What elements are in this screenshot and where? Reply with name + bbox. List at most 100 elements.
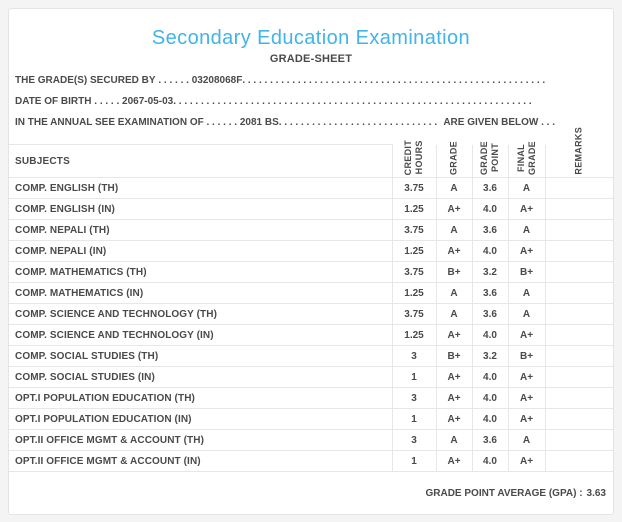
grade-point-cell: 4.0 bbox=[471, 450, 508, 472]
gpa-summary: GRADE POINT AVERAGE (GPA) :3.63 bbox=[9, 488, 613, 499]
grade-point-cell: 4.0 bbox=[471, 198, 508, 220]
table-row: COMP. MATHEMATICS (TH) 3.75 B+ 3.2 B+ bbox=[9, 261, 613, 283]
subject-cell: COMP. MATHEMATICS (IN) bbox=[9, 282, 392, 304]
table-row: OPT.II OFFICE MGMT & ACCOUNT (IN) 1 A+ 4… bbox=[9, 450, 613, 472]
remarks-cell bbox=[544, 303, 613, 325]
subject-cell: COMP. SCIENCE AND TECHNOLOGY (TH) bbox=[9, 303, 392, 325]
column-header-grade-point: GRADE POINT bbox=[471, 141, 508, 178]
credit-hours-cell: 3.75 bbox=[391, 177, 436, 199]
remarks-cell bbox=[544, 345, 613, 367]
grade-sheet-panel: Secondary Education Examination GRADE-SH… bbox=[8, 8, 614, 515]
grade-label: GRADE bbox=[448, 140, 459, 175]
grade-cell: A+ bbox=[435, 240, 472, 262]
final-grade-cell: A bbox=[507, 282, 545, 304]
credit-hours-cell: 1 bbox=[391, 408, 436, 430]
credit-hours-cell: 3.75 bbox=[391, 219, 436, 241]
info-value: 03208068F bbox=[191, 75, 243, 86]
final-grade-cell: A+ bbox=[507, 366, 545, 388]
grade-point-cell: 4.0 bbox=[471, 324, 508, 346]
column-header-credit-hours: CREDIT HOURS bbox=[391, 140, 436, 178]
table-row: COMP. MATHEMATICS (IN) 1.25 A 3.6 A bbox=[9, 282, 613, 304]
subject-cell: COMP. NEPALI (IN) bbox=[9, 240, 392, 262]
credit-hours-cell: 1.25 bbox=[391, 240, 436, 262]
grade-cell: A bbox=[435, 219, 472, 241]
info-value: 2081 BS bbox=[239, 117, 279, 128]
subject-cell: COMP. SOCIAL STUDIES (TH) bbox=[9, 345, 392, 367]
info-label: IN THE ANNUAL SEE EXAMINATION OF bbox=[15, 117, 204, 128]
table-row: COMP. ENGLISH (IN) 1.25 A+ 4.0 A+ bbox=[9, 198, 613, 220]
grade-cell: A bbox=[435, 177, 472, 199]
grade-cell: A+ bbox=[435, 324, 472, 346]
final-grade-cell: A+ bbox=[507, 408, 545, 430]
info-line: DATE OF BIRTH . . . . . 2067-05-03 . . .… bbox=[15, 91, 607, 112]
table-header-row: SUBJECTS CREDIT HOURS GRADE GRADE POINT … bbox=[9, 127, 613, 178]
grade-point-cell: 4.0 bbox=[471, 366, 508, 388]
grade-cell: A bbox=[435, 303, 472, 325]
final-grade-cell: A bbox=[507, 219, 545, 241]
final-grade-cell: A bbox=[507, 177, 545, 199]
credit-hours-cell: 1 bbox=[391, 366, 436, 388]
dotted-leader: . . . . . . bbox=[155, 75, 192, 86]
gpa-label: GRADE POINT AVERAGE (GPA) : bbox=[425, 488, 583, 499]
remarks-cell bbox=[544, 366, 613, 388]
subject-cell: OPT.I POPULATION EDUCATION (IN) bbox=[9, 408, 392, 430]
remarks-cell bbox=[544, 177, 613, 199]
grade-point-cell: 3.6 bbox=[471, 282, 508, 304]
remarks-cell bbox=[544, 429, 613, 451]
remarks-cell bbox=[544, 387, 613, 409]
subject-cell: OPT.II OFFICE MGMT & ACCOUNT (IN) bbox=[9, 450, 392, 472]
grades-table-body: COMP. ENGLISH (TH) 3.75 A 3.6 A COMP. EN… bbox=[9, 177, 613, 472]
remarks-cell bbox=[544, 240, 613, 262]
remarks-cell bbox=[544, 408, 613, 430]
final-grade-cell: A+ bbox=[507, 450, 545, 472]
grade-point-cell: 3.6 bbox=[471, 303, 508, 325]
final-grade-cell: B+ bbox=[507, 261, 545, 283]
gpa-value: 3.63 bbox=[586, 488, 606, 499]
remarks-label: REMARKS bbox=[573, 127, 584, 175]
credit-hours-cell: 3 bbox=[391, 345, 436, 367]
column-header-grade: GRADE bbox=[435, 141, 472, 178]
credit-hours-cell: 3.75 bbox=[391, 303, 436, 325]
grade-point-cell: 3.2 bbox=[471, 345, 508, 367]
dotted-leader: . . . . . . bbox=[203, 117, 240, 128]
credit-hours-cell: 3 bbox=[391, 429, 436, 451]
info-suffix: ARE GIVEN BELOW . . . bbox=[443, 117, 555, 128]
table-row: COMP. SCIENCE AND TECHNOLOGY (IN) 1.25 A… bbox=[9, 324, 613, 346]
table-row: OPT.I POPULATION EDUCATION (TH) 3 A+ 4.0… bbox=[9, 387, 613, 409]
grade-point-label: GRADE POINT bbox=[479, 140, 500, 175]
credit-hours-cell: 1 bbox=[391, 450, 436, 472]
column-header-remarks: REMARKS bbox=[544, 127, 613, 178]
grade-point-cell: 4.0 bbox=[471, 387, 508, 409]
grade-point-cell: 3.6 bbox=[471, 219, 508, 241]
table-row: OPT.II OFFICE MGMT & ACCOUNT (TH) 3 A 3.… bbox=[9, 429, 613, 451]
grade-point-cell: 3.6 bbox=[471, 429, 508, 451]
table-row: COMP. SCIENCE AND TECHNOLOGY (TH) 3.75 A… bbox=[9, 303, 613, 325]
subject-cell: COMP. ENGLISH (TH) bbox=[9, 177, 392, 199]
column-header-final-grade: FINAL GRADE bbox=[507, 141, 545, 178]
credit-hours-cell: 3 bbox=[391, 387, 436, 409]
final-grade-cell: A bbox=[507, 429, 545, 451]
credit-hours-cell: 1.25 bbox=[391, 198, 436, 220]
grade-point-cell: 4.0 bbox=[471, 240, 508, 262]
final-grade-cell: A+ bbox=[507, 387, 545, 409]
subject-cell: OPT.II OFFICE MGMT & ACCOUNT (TH) bbox=[9, 429, 392, 451]
final-grade-cell: A+ bbox=[507, 324, 545, 346]
final-grade-cell: A+ bbox=[507, 240, 545, 262]
subject-cell: COMP. ENGLISH (IN) bbox=[9, 198, 392, 220]
final-grade-cell: B+ bbox=[507, 345, 545, 367]
grades-table: SUBJECTS CREDIT HOURS GRADE GRADE POINT … bbox=[9, 127, 613, 472]
remarks-cell bbox=[544, 219, 613, 241]
dotted-leader: . . . . . bbox=[91, 96, 123, 107]
subject-cell: COMP. NEPALI (TH) bbox=[9, 219, 392, 241]
table-row: COMP. SOCIAL STUDIES (IN) 1 A+ 4.0 A+ bbox=[9, 366, 613, 388]
dotted-fill: . . . . . . . . . . . . . . . . . . . . … bbox=[173, 96, 535, 107]
credit-hours-cell: 1.25 bbox=[391, 324, 436, 346]
grade-cell: A bbox=[435, 282, 472, 304]
subject-cell: COMP. SCIENCE AND TECHNOLOGY (IN) bbox=[9, 324, 392, 346]
grade-point-cell: 3.2 bbox=[471, 261, 508, 283]
grade-cell: A+ bbox=[435, 198, 472, 220]
subject-cell: COMP. SOCIAL STUDIES (IN) bbox=[9, 366, 392, 388]
grade-cell: A+ bbox=[435, 387, 472, 409]
subject-cell: COMP. MATHEMATICS (TH) bbox=[9, 261, 392, 283]
grade-cell: A+ bbox=[435, 366, 472, 388]
